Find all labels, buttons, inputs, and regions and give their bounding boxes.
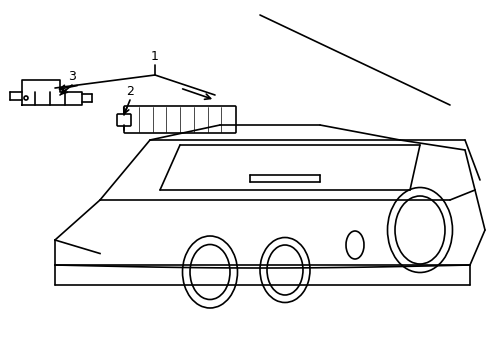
FancyBboxPatch shape [124,106,236,133]
Text: 1: 1 [151,50,159,63]
FancyBboxPatch shape [117,114,131,126]
Text: 2: 2 [126,85,134,98]
Text: 3: 3 [68,70,76,83]
